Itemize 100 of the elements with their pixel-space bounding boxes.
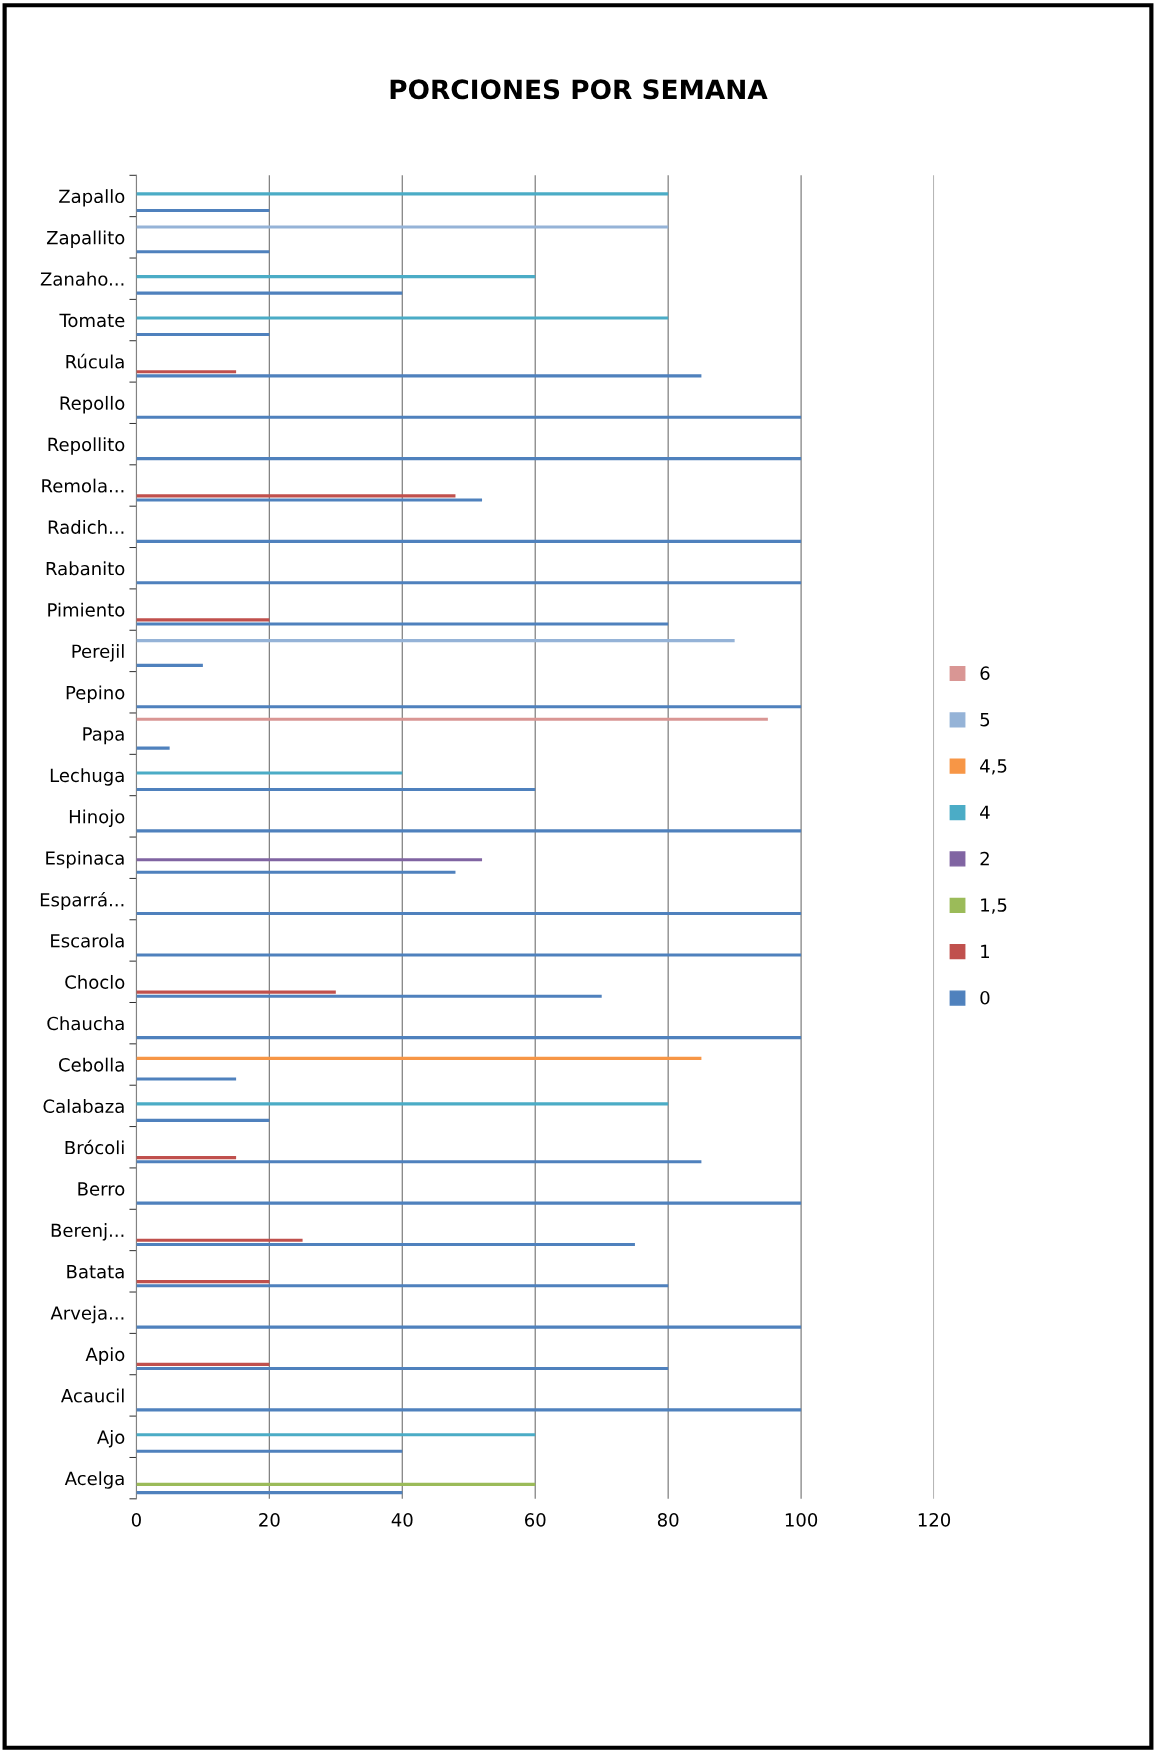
y-tick-label: Lechuga — [50, 768, 124, 786]
bar — [136, 1118, 270, 1122]
bar — [136, 1482, 536, 1486]
x-tick-label: 120 — [918, 1513, 951, 1527]
bar — [136, 1102, 669, 1106]
legend-label: 1 — [981, 944, 990, 958]
y-tick-label: Tomate — [59, 313, 125, 328]
bar — [136, 208, 270, 213]
bar — [136, 581, 802, 585]
bar — [136, 1242, 635, 1246]
y-tick-label: Arveja... — [50, 1305, 124, 1324]
bar — [136, 1036, 802, 1040]
bar — [136, 618, 270, 622]
y-tick-label: Hinojo — [69, 809, 125, 827]
x-tick-label: 0 — [131, 1513, 141, 1527]
bar — [136, 990, 336, 994]
legend-label: 0 — [980, 990, 990, 1005]
y-tick-label: Cebolla — [58, 1057, 124, 1072]
bar — [136, 1325, 802, 1329]
bar — [136, 275, 536, 279]
legend-label: 1,5 — [981, 898, 1007, 914]
y-tick-label: Choclo — [65, 974, 125, 989]
bar — [136, 1449, 403, 1453]
y-tick-label: Apio — [85, 1347, 125, 1365]
bar — [136, 1201, 802, 1205]
bar — [136, 1156, 237, 1160]
bar — [136, 858, 483, 862]
bar — [136, 746, 170, 750]
legend-label: 6 — [980, 666, 990, 681]
bar — [136, 498, 483, 502]
bar — [136, 912, 802, 916]
bar — [136, 415, 802, 419]
bar — [136, 457, 802, 461]
y-tick-label: Repollo — [60, 395, 125, 414]
bar — [136, 370, 237, 374]
bar — [136, 829, 802, 833]
y-tick-label: Zanaho... — [40, 271, 124, 286]
bar — [136, 1491, 403, 1495]
chart-title: PORCIONES POR SEMANA — [390, 79, 768, 100]
y-tick-label: Berro — [78, 1182, 125, 1196]
legend-label: 5 — [980, 712, 990, 727]
y-tick-label: Zapallito — [46, 230, 125, 248]
bar — [136, 639, 735, 643]
y-tick-label: Remola... — [42, 478, 124, 493]
bar — [136, 1160, 702, 1164]
bar — [136, 374, 702, 378]
bar — [136, 622, 669, 626]
y-tick-label: Brócoli — [65, 1139, 124, 1155]
y-tick-label: Pepino — [66, 685, 125, 703]
bar — [136, 1366, 669, 1371]
bar — [136, 1284, 669, 1288]
y-tick-label: Calabaza — [43, 1099, 124, 1114]
y-tick-label: Batata — [67, 1265, 124, 1279]
y-tick-label: Ajo — [97, 1429, 125, 1448]
bar — [136, 539, 802, 543]
bar — [136, 1408, 802, 1412]
bar — [136, 332, 270, 337]
y-tick-label: Pimiento — [48, 602, 125, 617]
bar — [136, 250, 270, 254]
bar — [136, 494, 456, 498]
bar — [136, 994, 602, 998]
bar — [136, 192, 669, 196]
x-tick-label: 20 — [259, 1513, 280, 1527]
bar — [136, 717, 768, 721]
bar — [136, 705, 802, 709]
y-tick-label: Acelga — [64, 1471, 124, 1489]
y-tick-label: Escarola — [51, 933, 124, 948]
y-tick-label: Perejil — [72, 644, 124, 662]
y-tick-label: Berenj... — [51, 1223, 124, 1241]
x-tick-label: 40 — [391, 1513, 413, 1527]
bar — [136, 870, 456, 874]
y-tick-label: Papa — [83, 727, 124, 745]
x-tick-label: 100 — [785, 1513, 818, 1527]
legend-label: 4 — [980, 805, 990, 819]
bar — [136, 1056, 702, 1060]
y-tick-label: Repollito — [48, 437, 125, 455]
y-tick-label: Zapallo — [59, 189, 125, 207]
bar — [136, 1077, 237, 1081]
bar — [136, 291, 403, 295]
bar — [136, 1433, 536, 1437]
y-tick-label: Chaucha — [47, 1016, 124, 1031]
bar — [136, 663, 203, 667]
y-tick-label: Acaucil — [61, 1388, 124, 1403]
legend-label: 4,5 — [980, 759, 1007, 775]
y-tick-label: Rabanito — [46, 561, 125, 576]
bar — [136, 1280, 270, 1284]
bar — [136, 1362, 270, 1366]
x-tick-label: 60 — [525, 1513, 546, 1527]
bar — [136, 787, 536, 792]
legend-label: 2 — [980, 851, 989, 866]
bar — [136, 225, 669, 229]
y-tick-label: Radich... — [48, 520, 124, 534]
y-tick-label: Espinaca — [46, 850, 124, 869]
x-tick-label: 80 — [657, 1513, 679, 1527]
bar — [136, 771, 403, 775]
bar — [136, 1238, 303, 1242]
y-tick-label: Esparrá... — [40, 891, 124, 911]
bar — [136, 316, 669, 320]
y-tick-label: Rúcula — [66, 353, 124, 369]
bar — [136, 953, 802, 957]
